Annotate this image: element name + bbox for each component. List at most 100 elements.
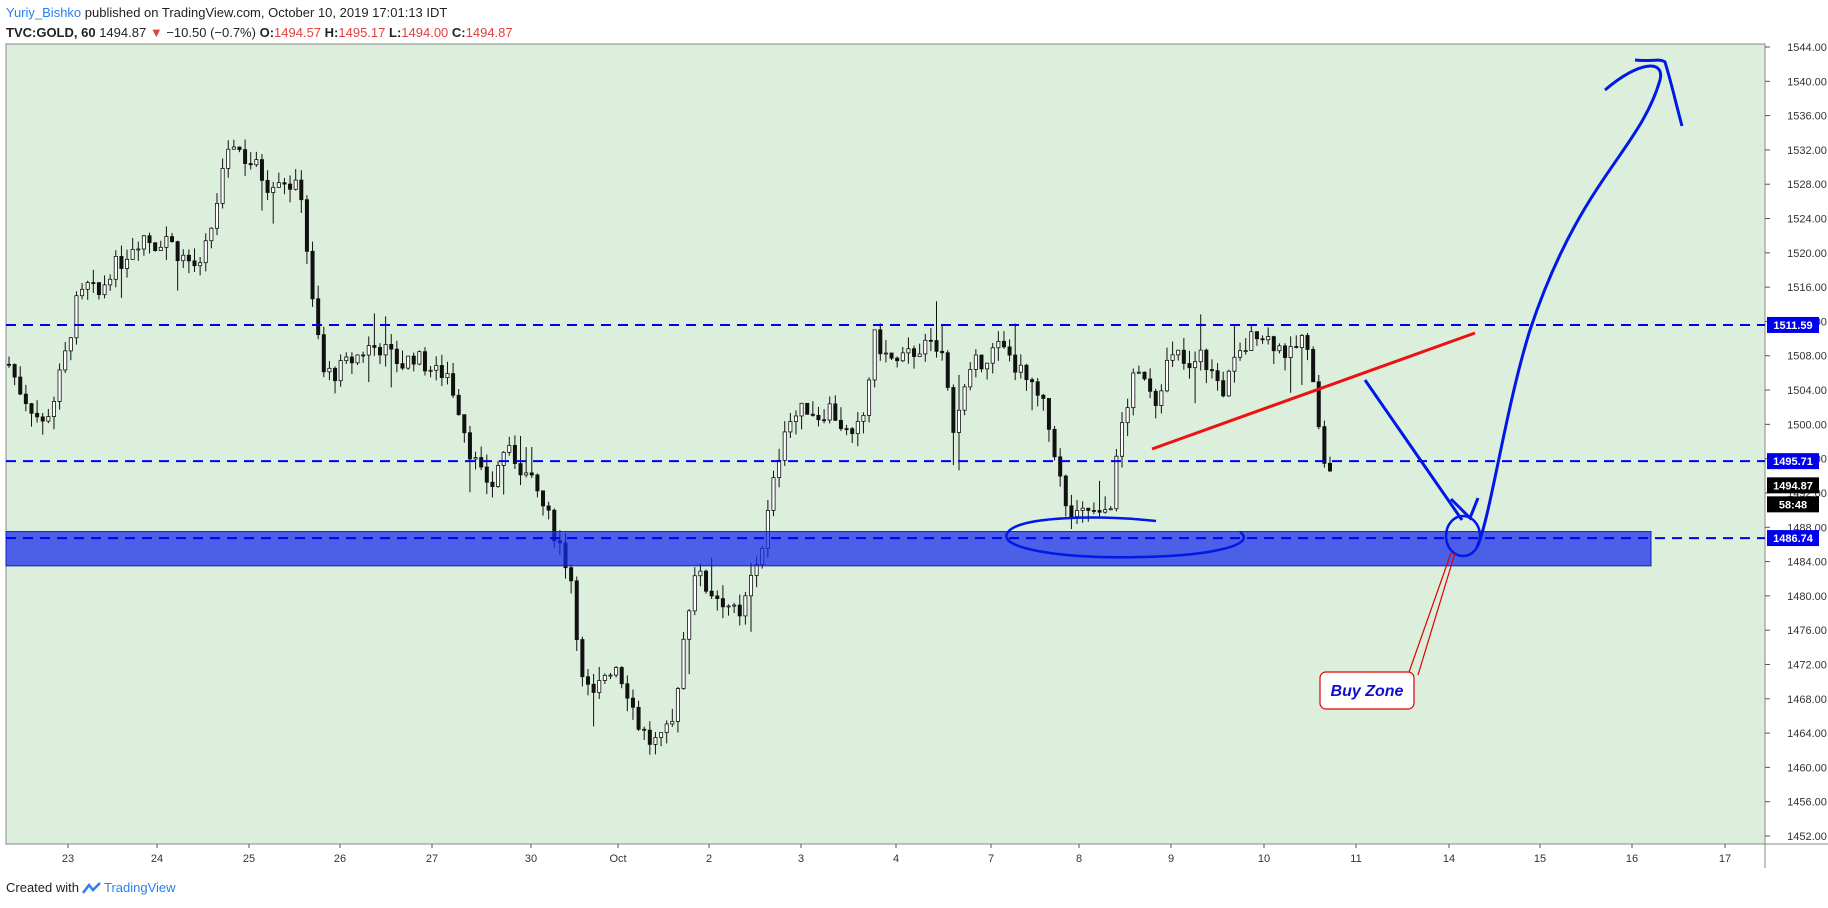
candle-body <box>63 350 68 371</box>
candle-body <box>535 474 540 492</box>
candle <box>1249 325 1254 351</box>
candle-body <box>597 680 602 693</box>
price-levels <box>5 323 1765 567</box>
candle <box>214 193 219 236</box>
candle-body <box>900 352 905 362</box>
candle <box>1035 377 1040 407</box>
plot-area[interactable] <box>6 44 1765 844</box>
candle-body <box>1288 346 1293 358</box>
candle <box>1024 363 1029 391</box>
candle-body <box>681 638 686 689</box>
candle <box>1052 426 1057 461</box>
y-tick-label: 1472.00 <box>1787 659 1827 671</box>
candle <box>46 409 51 424</box>
candle <box>580 636 585 687</box>
candle-body <box>512 444 517 464</box>
candle <box>1120 412 1125 468</box>
open-label: O: <box>259 25 275 40</box>
candle <box>597 666 602 699</box>
candle-body <box>1148 378 1153 392</box>
x-tick-label: 30 <box>525 853 537 865</box>
candle <box>321 326 326 378</box>
candle-body <box>1232 356 1237 372</box>
candle <box>917 343 922 357</box>
candle-body <box>1294 346 1299 348</box>
trendline-red[interactable] <box>1151 331 1476 451</box>
candle-body <box>737 604 742 617</box>
candle <box>732 602 737 613</box>
candle-body <box>1260 338 1265 341</box>
candle <box>889 352 894 361</box>
candle <box>282 177 287 195</box>
candle <box>394 340 399 373</box>
candle-body <box>434 365 439 371</box>
up-arrow-drawing[interactable] <box>1475 58 1684 548</box>
candle-body <box>867 379 872 416</box>
candle <box>198 256 203 276</box>
candle-body <box>378 347 383 356</box>
candle <box>170 232 175 243</box>
candle <box>417 350 422 366</box>
time-axis[interactable]: 23 24 25 26 27 30 Oct 2 3 4 7 8 9 10 11 14 15 16 17 <box>62 844 1731 865</box>
candle-body <box>990 347 995 364</box>
tradingview-link[interactable]: TradingView <box>103 880 176 895</box>
candle <box>164 226 169 261</box>
candle <box>945 350 950 391</box>
candle-body <box>428 369 433 372</box>
bottom-ellipse-drawing[interactable] <box>1005 516 1245 559</box>
x-tick-label: 7 <box>988 853 994 865</box>
candle-body <box>951 387 956 433</box>
callout-pointer-2 <box>1417 552 1456 676</box>
candle-body <box>158 246 163 251</box>
candle <box>1063 474 1068 517</box>
candle-body <box>271 186 276 193</box>
candle <box>1097 480 1102 517</box>
candle <box>535 473 540 498</box>
x-tick-label: 24 <box>151 853 163 865</box>
candle-body <box>501 451 506 466</box>
candle-body <box>1277 345 1282 352</box>
candle-body <box>316 298 321 336</box>
candle-body <box>883 352 888 355</box>
candle <box>1001 331 1006 349</box>
candle-body <box>670 721 675 725</box>
candle-body <box>1024 364 1029 381</box>
candle <box>1114 448 1119 512</box>
candle-body <box>119 256 124 269</box>
candle <box>40 412 45 435</box>
candle-body <box>895 357 900 362</box>
candle <box>642 726 647 740</box>
candle <box>136 241 141 261</box>
author-name[interactable]: Yuriy_Bishko <box>6 5 82 20</box>
y-tick-label: 1468.00 <box>1787 694 1827 706</box>
candle-body <box>355 354 360 364</box>
candle-body <box>293 179 298 190</box>
candle-body <box>979 354 984 370</box>
candle <box>1288 336 1293 393</box>
candle <box>445 361 450 385</box>
candle <box>928 328 933 352</box>
price-axis[interactable]: 1452.00 1456.00 1460.00 1464.00 1468.00 1472.… <box>1765 42 1827 843</box>
y-tick-label: 1452.00 <box>1787 831 1827 843</box>
candle <box>1164 347 1169 393</box>
candle <box>512 435 517 469</box>
level-price-tag: 1486.74 <box>1773 533 1814 545</box>
candle <box>895 356 900 368</box>
candle-body <box>608 674 613 677</box>
candle <box>1215 363 1220 391</box>
y-tick-label: 1524.00 <box>1787 214 1827 226</box>
candle <box>74 291 79 345</box>
buy-zone-callout[interactable] <box>1319 671 1415 710</box>
candle <box>439 354 444 387</box>
candle <box>664 720 669 744</box>
candle-body <box>1080 507 1085 511</box>
candle <box>181 249 186 269</box>
candle <box>1103 496 1108 514</box>
candle <box>1176 349 1181 361</box>
candle-body <box>709 590 714 597</box>
tradingview-brand[interactable]: TradingView <box>81 880 176 895</box>
candle-body <box>642 728 647 731</box>
candle <box>265 170 270 201</box>
candle-body <box>192 260 197 267</box>
